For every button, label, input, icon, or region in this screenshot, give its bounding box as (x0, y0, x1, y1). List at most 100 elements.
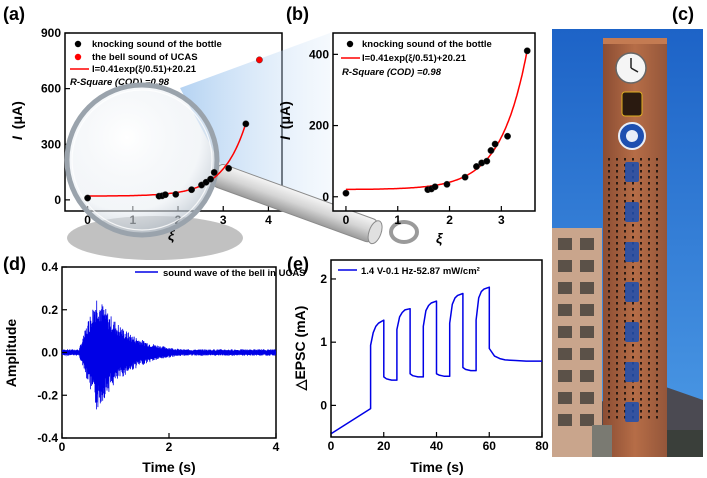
tower-dot (656, 236, 658, 239)
window (558, 392, 572, 404)
window (580, 304, 594, 316)
tower-dot (648, 296, 650, 299)
tower-dot (640, 200, 642, 203)
wave-line (62, 300, 276, 410)
tower-dot (624, 302, 626, 305)
tower-dot (648, 374, 650, 377)
tower-dot (632, 194, 634, 197)
tower-dot (648, 200, 650, 203)
tower-dot (624, 194, 626, 197)
tower-dot (656, 320, 658, 323)
tower-dot (648, 170, 650, 173)
tower-dot (624, 392, 626, 395)
tower-dot (648, 314, 650, 317)
panel-label-a: (a) (3, 4, 25, 24)
tower-char (625, 202, 639, 222)
tower-dot (608, 410, 610, 413)
tower-dot (608, 230, 610, 233)
tower-dot (616, 206, 618, 209)
legend-knock-a: knocking sound of the bottle (92, 39, 222, 50)
ytick-label: -0.4 (37, 431, 58, 445)
data-point-knock (210, 169, 218, 176)
tower-dot (632, 344, 634, 347)
tower-dot (648, 218, 650, 221)
data-point-knock (225, 164, 233, 172)
xlabel-e: Time (s) (410, 459, 463, 475)
tower-dot (640, 254, 642, 257)
legend-knock-b: knocking sound of the bottle (362, 39, 492, 50)
tower-dot (648, 248, 650, 251)
tower-dot (616, 386, 618, 389)
tower-dot (640, 374, 642, 377)
legend-b: knocking sound of the bottle I=0.41exp(ξ… (341, 39, 492, 78)
xtick-label: 80 (535, 439, 549, 453)
tower-dot (648, 164, 650, 167)
data-point-knock-b (473, 163, 480, 170)
tower-dot (656, 290, 658, 293)
plot-frame-b (332, 32, 536, 212)
data-point-knock-b (483, 157, 491, 165)
tower-dot (616, 344, 618, 347)
tower-dot (632, 278, 634, 281)
tower-characters (625, 162, 639, 422)
tower-dot (648, 332, 650, 335)
tower-dot (608, 302, 610, 305)
tower-dot (648, 206, 650, 209)
tower-dot (648, 236, 650, 239)
tower-dot (632, 224, 634, 227)
tower-dot (640, 212, 642, 215)
tower-dot (624, 272, 626, 275)
panel-c-photo: (c) (552, 4, 703, 457)
tower-dot (640, 332, 642, 335)
tower-dot (608, 374, 610, 377)
window (580, 260, 594, 272)
tower-dot (640, 386, 642, 389)
tower-dot (616, 176, 618, 179)
tower-dot (656, 254, 658, 257)
ytick-label: 0.2 (41, 303, 58, 317)
data-point-knock (242, 120, 250, 128)
tower-dot (656, 170, 658, 173)
tower-dot (640, 362, 642, 365)
building-windows (558, 238, 594, 426)
tower-dot (624, 158, 626, 161)
tower-dot (616, 284, 618, 287)
tower-dot (608, 320, 610, 323)
ytick-label: 200 (309, 119, 329, 133)
data-point-knock-b (491, 140, 499, 148)
data-point-knock-b (461, 173, 469, 181)
tower-dot (640, 164, 642, 167)
tower-dot (648, 344, 650, 347)
window (558, 414, 572, 426)
tower-bell-window (621, 91, 643, 117)
tower-dot (608, 362, 610, 365)
tower-dot (616, 314, 618, 317)
tower-dot (624, 344, 626, 347)
ylabel-a-main: I (9, 135, 25, 140)
tower-dot (608, 380, 610, 383)
tower-dot (632, 308, 634, 311)
panel-label-c: (c) (672, 4, 694, 24)
tower-dot (624, 224, 626, 227)
tower-dot (648, 224, 650, 227)
tower-dot (632, 392, 634, 395)
clock-hand-hour (630, 67, 639, 73)
tower-dot (616, 398, 618, 401)
data-point-knock-b (431, 183, 439, 191)
tower-dot (608, 278, 610, 281)
tower-dot (640, 290, 642, 293)
tower-dot (624, 350, 626, 353)
tower-dot (624, 266, 626, 269)
tower-dot (616, 326, 618, 329)
ylabel-a-unit: (μA) (9, 101, 25, 129)
tower-dot (608, 170, 610, 173)
tower-dot (656, 206, 658, 209)
data-point-knock-b (523, 47, 531, 55)
tower-dot (656, 404, 658, 407)
xlabel-d: Time (s) (142, 459, 195, 475)
tower-dot (656, 188, 658, 191)
data-point-knock (207, 175, 214, 183)
tower-dot (656, 194, 658, 197)
window (558, 370, 572, 382)
